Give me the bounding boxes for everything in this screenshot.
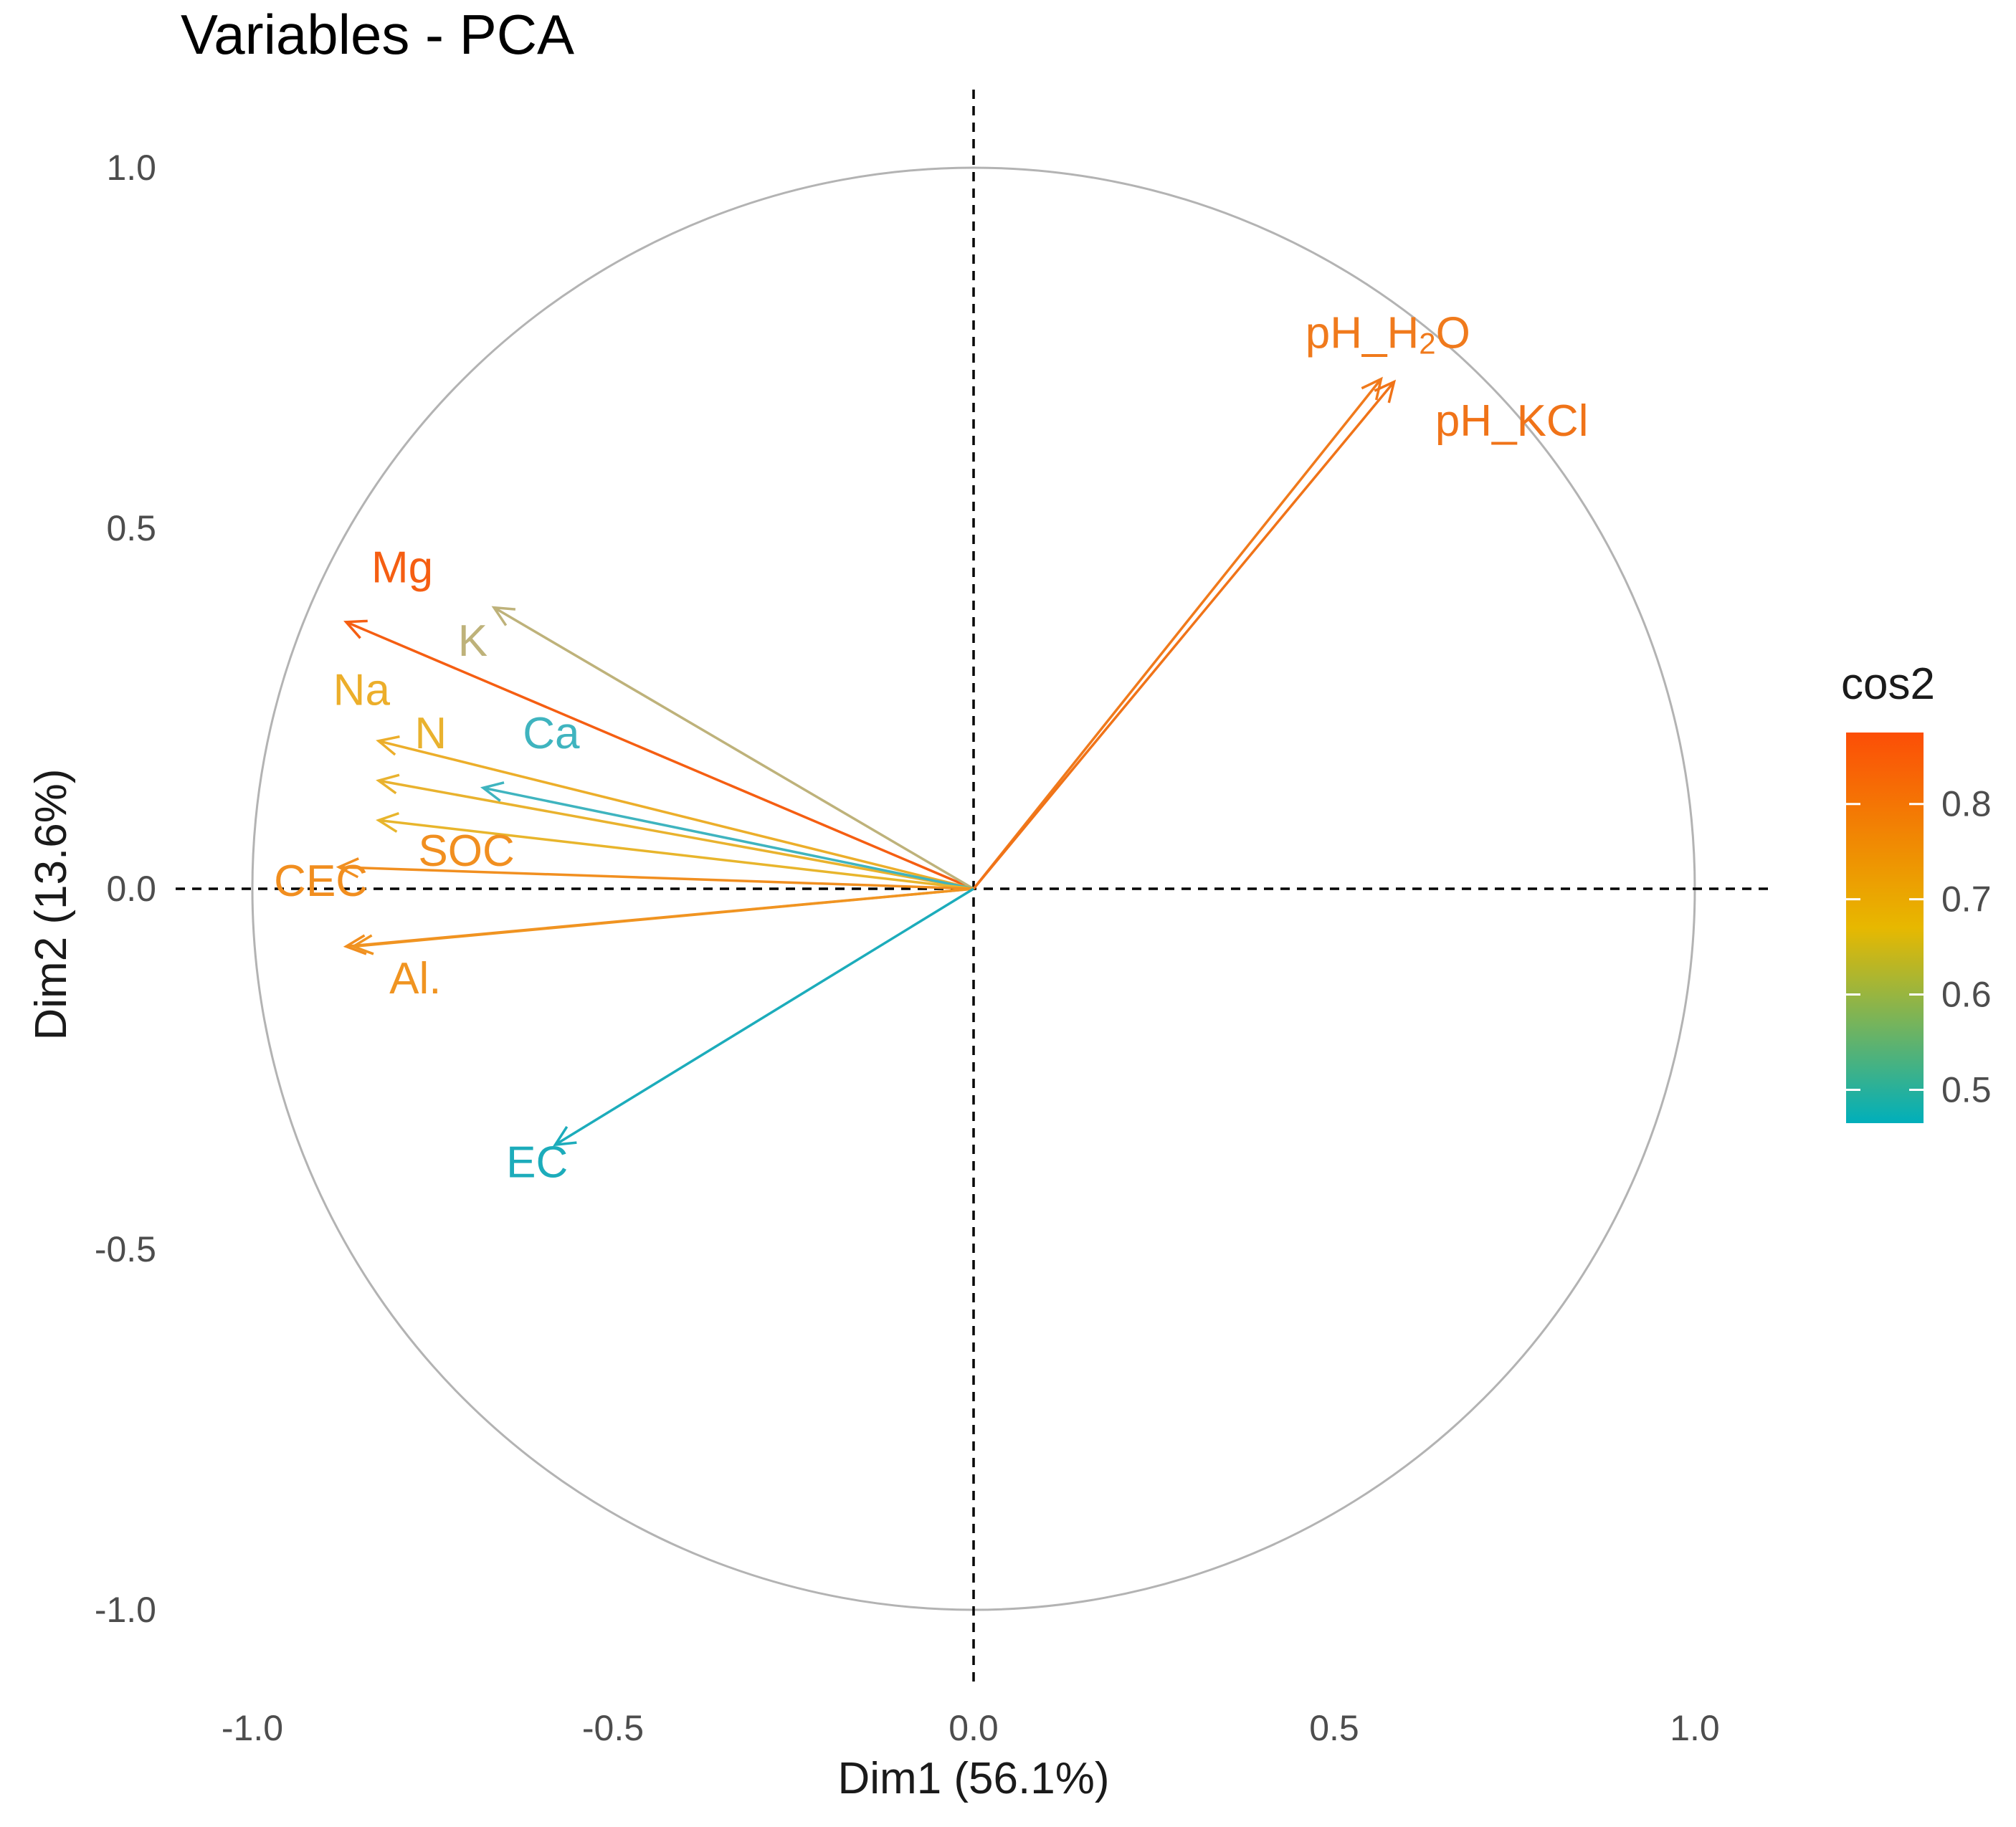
arrowhead-N — [376, 773, 400, 795]
y-tick-label: 0.0 — [106, 869, 156, 909]
legend-colorbar — [1846, 733, 1924, 1123]
arrow-K — [493, 606, 974, 890]
legend-ticks: 0.8 0.7 0.6 0.5 — [1846, 784, 1992, 1110]
chart-title: Variables - PCA — [181, 3, 574, 66]
y-tick-label: 0.5 — [106, 508, 156, 548]
x-tick-label: 0.0 — [948, 1708, 999, 1748]
y-axis-ticks: 1.0 0.5 0.0 -0.5 -1.0 — [95, 148, 156, 1630]
arrowhead-pH_KCl — [1374, 379, 1397, 404]
x-axis-ticks: -1.0 -0.5 0.0 0.5 1.0 — [222, 1708, 1720, 1748]
legend-tick-label: 0.5 — [1941, 1069, 1992, 1110]
arrow-EC — [554, 887, 974, 1146]
legend-title: cos2 — [1841, 659, 1935, 709]
cos2-legend: cos2 0.8 0.7 0.6 0.5 — [1841, 659, 1992, 1123]
arrow-pH_KCl — [972, 381, 1395, 890]
arrowhead-SOC — [336, 857, 359, 879]
x-tick-label: -1.0 — [222, 1708, 283, 1748]
arrowhead-EC — [553, 1125, 577, 1147]
x-tick-label: 0.5 — [1309, 1708, 1359, 1748]
x-tick-label: 1.0 — [1670, 1708, 1720, 1748]
label-CEC: CEC — [274, 857, 368, 906]
arrow-Na — [378, 740, 974, 890]
legend-tick-label: 0.6 — [1941, 975, 1992, 1015]
y-tick-label: -0.5 — [95, 1229, 156, 1269]
label-N: N — [414, 709, 447, 758]
arrow-N — [378, 779, 974, 890]
label-Na: Na — [333, 665, 391, 715]
y-axis-title: Dim2 (13.6%) — [27, 769, 76, 1041]
label-pH_KCl: pH_KCl — [1435, 396, 1589, 446]
y-tick-label: -1.0 — [95, 1590, 156, 1630]
x-tick-label: -0.5 — [582, 1708, 644, 1748]
arrowhead-unlabeled — [376, 811, 399, 833]
x-axis-title: Dim1 (56.1%) — [838, 1754, 1110, 1803]
arrow-unlabeled — [378, 819, 974, 890]
variable-arrows — [336, 376, 1397, 1147]
label-Ca: Ca — [523, 709, 580, 758]
arrow-Ca — [482, 786, 974, 890]
label-K: K — [458, 616, 488, 666]
label-SOC: SOC — [418, 826, 514, 876]
label-EC: EC — [506, 1137, 568, 1187]
label-pH_H2O: pH_H2O — [1306, 309, 1470, 361]
arrow-SOC — [338, 866, 974, 890]
arrowhead-Al. — [350, 934, 374, 955]
label-Mg: Mg — [371, 543, 433, 592]
variable-labels: pH_H2O pH_KCl Mg K Na N Ca SOC CEC Al. EC — [274, 309, 1588, 1188]
arrow-Mg — [346, 621, 974, 890]
arrowhead-CEC — [343, 934, 367, 955]
arrowhead-Na — [376, 735, 400, 756]
legend-tick-label: 0.7 — [1941, 879, 1992, 920]
arrowhead-K — [491, 606, 516, 626]
arrow-Al. — [353, 887, 974, 948]
legend-tick-label: 0.8 — [1941, 784, 1992, 824]
arrowhead-Ca — [480, 781, 505, 802]
arrowhead-Mg — [343, 619, 368, 639]
label-Al.: Al. — [389, 954, 441, 1003]
y-tick-label: 1.0 — [106, 148, 156, 188]
arrow-pH_H2O — [972, 378, 1382, 890]
plot-area: pH_H2O pH_KCl Mg K Na N Ca SOC CEC Al. EC — [176, 90, 1771, 1688]
arrowhead-pH_H2O — [1361, 376, 1383, 401]
